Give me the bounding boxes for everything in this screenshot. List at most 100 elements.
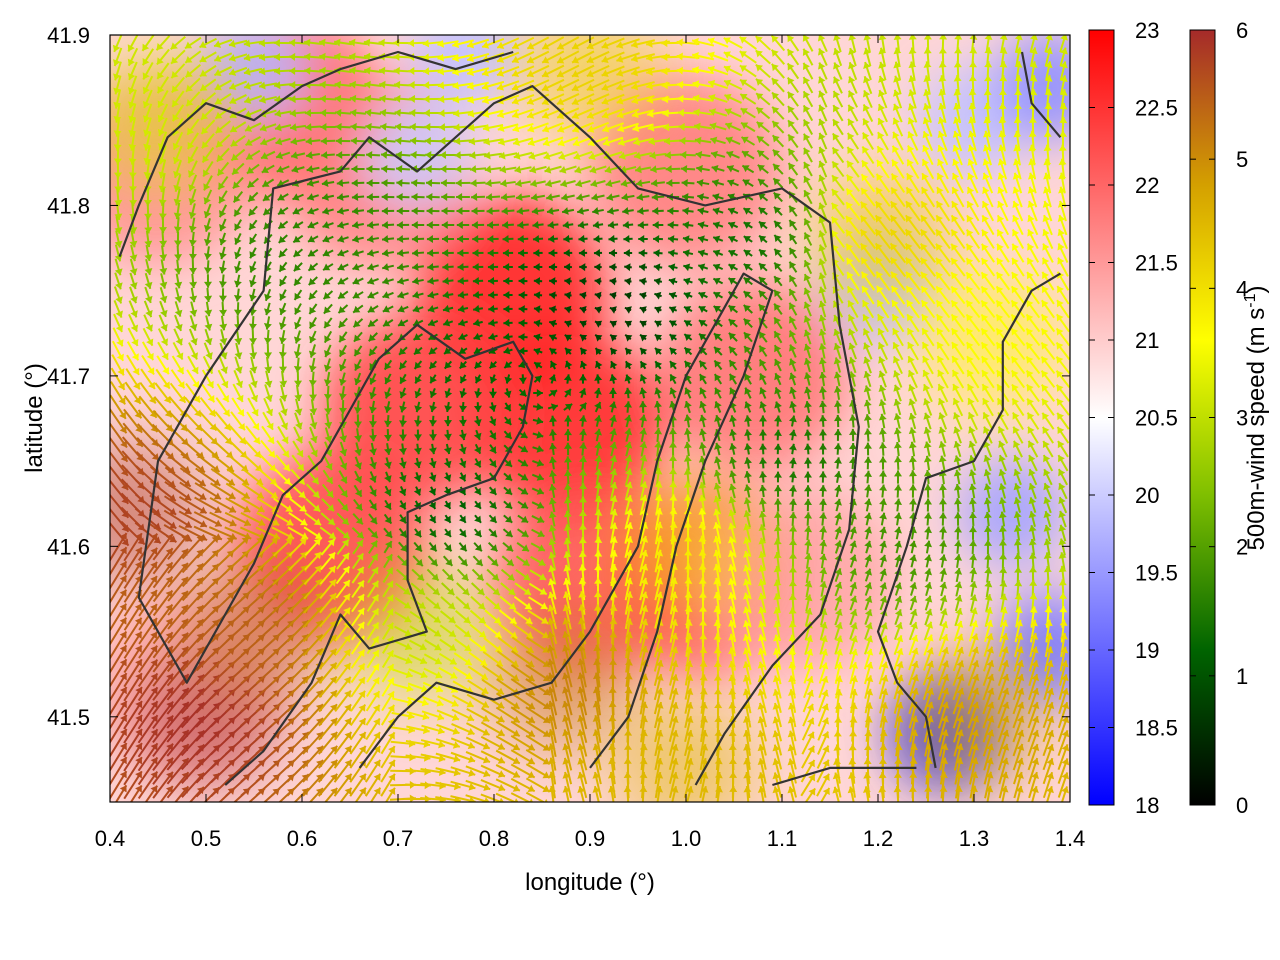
wind-arrow-1050 [394,108,412,117]
wind-arrow-1001 [381,192,395,201]
wind-arrow-732 [308,276,318,286]
wind-arrow-402 [218,274,227,288]
wind-arrow-676 [293,262,303,272]
wind-arrow-622 [278,275,288,287]
wind-arrow-505 [247,177,259,189]
wind-arrow-349 [204,301,213,317]
wind-arrow-418 [209,496,237,514]
wind-arrow-889 [351,164,365,173]
wind-arrow-635 [275,454,291,472]
wind-arrow-506 [247,191,259,203]
wind-arrow-845 [338,317,348,329]
wind-arrow-639 [272,511,294,527]
temperature-colorbar: 18 18.5 19 19.5 20 20.5 21 21.5 22 22.5 23 [1088,18,1178,818]
wind-arrow-336 [200,119,216,135]
wind-arrow-1014 [384,373,392,385]
wind-arrow-955 [367,318,379,328]
wind-arrow-682 [293,343,302,359]
wind-arrow-751 [304,537,322,557]
wind-arrow-1030 [382,594,394,612]
wind-arrow-752 [304,551,322,571]
wind-arrow-691 [290,468,306,486]
wind-arrow-16 [114,258,123,276]
wind-arrow-240 [174,314,183,332]
wind-arrow-970 [367,527,379,539]
wind-arrow-717 [304,66,322,75]
wind-arrow-133 [141,354,155,376]
wind-arrow-528 [241,497,265,513]
wind-arrow-44 [110,644,128,674]
wind-arrow-243 [171,355,185,375]
wind-arrow-989 [369,787,382,802]
wind-arrow-446 [229,121,247,133]
wind-arrow-1026 [383,540,393,554]
wind-arrow-162 [137,756,159,786]
wind-arrow-806 [320,538,336,556]
wind-arrow-685 [294,384,303,402]
wind-label-main: 500m-wind speed (m s [1243,308,1270,551]
wind-arrow-987 [364,759,382,783]
x-tick-label-8: 1.2 [863,826,894,851]
wind-arrow-997 [380,136,396,145]
wind-arrow-710 [286,731,310,755]
wind-arrow-524 [244,439,262,459]
wind-arrow-286 [188,188,197,206]
y-tick-label-0: 41.5 [47,705,90,730]
wind-arrow-848 [339,358,347,372]
wind-arrow-291 [189,259,198,275]
wind-arrow-842 [337,277,349,285]
x-tick-label-2: 0.6 [287,826,318,851]
wind-arrow-938 [364,80,382,89]
wind-arrow-579 [260,439,276,459]
wind-arrow-159 [137,714,159,744]
wind-arrow-613 [275,151,291,160]
wind-arrow-188 [156,355,170,375]
wind-arrow-854 [339,441,348,457]
wind-arrow-455 [234,246,242,260]
wind-arrow-112 [142,62,154,80]
wind-arrow-298 [187,355,199,375]
wind-arrow-743 [309,426,318,444]
wind-arrow-3 [113,75,122,95]
wind-arrow-629 [279,370,288,388]
wind-arrow-1034 [381,649,395,669]
wind-arrow-625 [279,316,287,330]
wind-arrow-411 [215,397,231,417]
wind-arrow-91 [123,532,143,562]
wind-arrow-735 [308,316,318,330]
wind-arrow-584 [256,511,280,527]
wind-arrow-215 [152,728,174,758]
wind-arrow-128 [144,286,153,304]
wind-arrow-308 [178,496,208,514]
wind-arrow-230 [173,174,182,192]
wind-arrow-46 [110,672,128,702]
wind-arrow-1032 [382,622,394,640]
wind-arrow-168 [156,76,170,94]
wind-arrow-1028 [382,567,394,583]
wind-arrow-71 [129,258,138,276]
wind-region-18 [616,476,756,617]
wind-arrow-580 [259,454,277,472]
wind-colorbar-tick-label-1: 1 [1236,664,1248,689]
wind-arrow-219 [159,785,174,802]
wind-arrow-787 [322,276,334,286]
wind-arrow-24 [110,367,126,391]
wind-arrow-606 [273,53,293,62]
wind-arrow-626 [278,330,287,344]
wind-arrow-189 [155,368,171,390]
wind-arrow-299 [186,369,200,389]
wind-arrow-108 [123,770,143,800]
wind-arrow-105 [123,728,143,758]
wind-arrow-155 [137,658,159,688]
wind-arrow-497 [243,67,263,76]
wind-arrow-156 [137,672,159,702]
wind-arrow-851 [338,400,347,414]
wind-arrow-352 [203,342,213,360]
wind-arrow-886 [350,122,366,131]
wind-arrow-574 [264,370,273,388]
wind-arrow-363 [194,496,222,514]
wind-arrow-166 [156,48,170,66]
wind-arrow-1025 [383,527,393,539]
y-tick-label-2: 41.7 [47,364,90,389]
wind-arrow-878 [333,773,353,797]
